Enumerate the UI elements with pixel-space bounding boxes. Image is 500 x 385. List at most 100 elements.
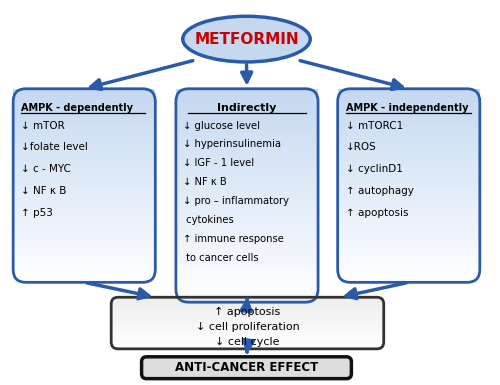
Text: ↓ cyclinD1: ↓ cyclinD1 xyxy=(346,164,403,174)
Bar xyxy=(13,157,156,162)
Text: ↑ immune response: ↑ immune response xyxy=(183,234,284,244)
Text: ↓ pro – inflammatory: ↓ pro – inflammatory xyxy=(183,196,289,206)
Bar xyxy=(338,195,480,201)
Bar xyxy=(176,201,318,207)
Text: AMPK - independently: AMPK - independently xyxy=(346,103,468,113)
Bar xyxy=(111,297,384,300)
Bar xyxy=(111,344,384,347)
Bar xyxy=(13,278,156,283)
Bar xyxy=(338,200,480,206)
Bar xyxy=(338,161,480,167)
Bar xyxy=(176,164,318,169)
Bar xyxy=(111,323,384,326)
Bar xyxy=(338,89,480,94)
Bar xyxy=(13,171,156,176)
Bar xyxy=(13,89,156,94)
Bar xyxy=(176,276,318,281)
Text: ↑ apoptosis: ↑ apoptosis xyxy=(214,307,280,317)
Bar xyxy=(176,265,318,271)
Bar xyxy=(13,137,156,142)
Text: ↓ IGF - 1 level: ↓ IGF - 1 level xyxy=(183,158,254,168)
Text: ↑ p53: ↑ p53 xyxy=(21,208,53,218)
Bar xyxy=(176,211,318,217)
Bar xyxy=(111,341,384,344)
Text: ↓ c - MYC: ↓ c - MYC xyxy=(21,164,71,174)
Bar xyxy=(338,278,480,283)
Text: ANTI-CANCER EFFECT: ANTI-CANCER EFFECT xyxy=(175,361,318,374)
Bar xyxy=(176,147,318,153)
FancyBboxPatch shape xyxy=(142,357,352,378)
Bar xyxy=(13,132,156,138)
Bar xyxy=(338,205,480,210)
Bar xyxy=(176,243,318,249)
Bar xyxy=(111,310,384,313)
Bar xyxy=(111,336,384,339)
Bar xyxy=(13,186,156,191)
Bar xyxy=(13,152,156,157)
Bar xyxy=(338,253,480,259)
Bar xyxy=(13,200,156,206)
Ellipse shape xyxy=(183,16,310,62)
Bar xyxy=(338,273,480,278)
Bar xyxy=(338,214,480,220)
Bar xyxy=(338,244,480,249)
Text: ↓ NF κ B: ↓ NF κ B xyxy=(183,177,226,187)
Bar xyxy=(13,147,156,152)
Text: ↓ NF κ B: ↓ NF κ B xyxy=(21,186,66,196)
Bar xyxy=(13,210,156,215)
Bar xyxy=(176,238,318,244)
Bar xyxy=(176,206,318,212)
Bar xyxy=(111,308,384,311)
Bar xyxy=(111,300,384,303)
Bar xyxy=(338,263,480,268)
Bar xyxy=(176,297,318,303)
Bar xyxy=(176,153,318,159)
Text: METFORMIN: METFORMIN xyxy=(194,32,299,47)
Bar xyxy=(13,253,156,259)
Bar xyxy=(338,248,480,254)
Bar xyxy=(13,244,156,249)
Bar xyxy=(13,123,156,128)
Bar xyxy=(13,224,156,229)
Bar xyxy=(13,99,156,104)
Bar xyxy=(13,268,156,273)
Bar xyxy=(338,171,480,176)
Bar xyxy=(338,99,480,104)
Bar xyxy=(176,169,318,175)
Bar xyxy=(176,131,318,137)
Bar xyxy=(338,157,480,162)
Bar xyxy=(111,320,384,323)
Bar xyxy=(338,127,480,133)
Bar xyxy=(13,229,156,234)
Bar xyxy=(176,291,318,297)
Bar xyxy=(111,305,384,308)
Bar xyxy=(111,313,384,316)
Bar xyxy=(176,249,318,254)
Bar xyxy=(338,191,480,196)
Bar xyxy=(111,331,384,334)
Bar xyxy=(176,259,318,265)
Bar xyxy=(338,258,480,263)
Bar xyxy=(338,147,480,152)
Bar xyxy=(13,176,156,181)
Bar xyxy=(176,105,318,110)
Bar xyxy=(338,142,480,147)
Bar xyxy=(111,338,384,341)
Bar xyxy=(338,152,480,157)
Bar xyxy=(176,217,318,223)
Bar xyxy=(176,121,318,127)
Bar xyxy=(338,186,480,191)
Bar xyxy=(338,94,480,99)
Bar xyxy=(176,270,318,276)
Bar xyxy=(176,137,318,142)
Bar xyxy=(176,286,318,292)
Bar xyxy=(338,268,480,273)
Bar xyxy=(338,219,480,225)
Bar xyxy=(338,234,480,239)
Text: ↓folate level: ↓folate level xyxy=(21,142,88,152)
Bar xyxy=(338,118,480,123)
Bar xyxy=(176,126,318,132)
Bar xyxy=(13,113,156,118)
Bar xyxy=(13,94,156,99)
Bar xyxy=(176,174,318,180)
